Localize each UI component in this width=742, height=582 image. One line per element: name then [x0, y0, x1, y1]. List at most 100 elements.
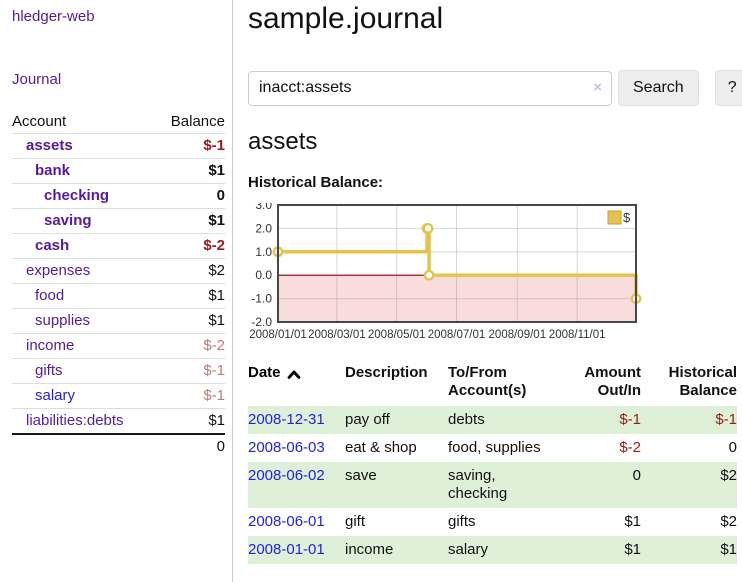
account-balance: $-1	[203, 362, 225, 379]
help-button[interactable]: ?	[714, 70, 742, 106]
svg-text:-1.0: -1.0	[251, 292, 272, 306]
account-row: food $1	[12, 283, 225, 309]
svg-text:1.0: 1.0	[255, 245, 272, 259]
transaction-date-link[interactable]: 2008-06-03	[248, 439, 325, 456]
account-balance: 0	[216, 187, 225, 204]
svg-text:0.0: 0.0	[255, 268, 272, 282]
account-link-expenses[interactable]: expenses	[26, 262, 91, 279]
account-link-cash[interactable]: cash	[35, 237, 70, 254]
svg-text:$: $	[623, 210, 631, 225]
transaction-description: income	[345, 541, 394, 558]
account-link-food[interactable]: food	[35, 287, 65, 304]
svg-text:2008/09/01: 2008/09/01	[489, 329, 547, 341]
accounts-header-account: Account	[12, 113, 67, 130]
account-balance: $1	[208, 287, 225, 304]
chevron-up-icon	[287, 370, 300, 379]
transaction-accounts: debts	[448, 411, 485, 428]
accounts-header-balance: Balance	[170, 113, 225, 130]
register-row: 2008-12-31 pay off debts $-1 $-1	[248, 406, 737, 434]
account-balance: $-1	[203, 137, 225, 154]
svg-text:3.0: 3.0	[255, 203, 272, 212]
account-row: income $-2	[12, 333, 225, 359]
register-row: 2008-06-01 gift gifts $1 $2	[248, 508, 737, 536]
account-balance: $1	[208, 212, 225, 229]
accounts-total: 0	[216, 438, 225, 455]
clear-search-icon[interactable]: ×	[593, 78, 602, 96]
transaction-amount: $1	[624, 541, 641, 558]
transaction-amount: $1	[624, 513, 641, 530]
svg-text:2008/05/01: 2008/05/01	[368, 329, 426, 341]
register-row: 2008-01-01 income salary $1 $1	[248, 536, 737, 564]
account-link-gifts[interactable]: gifts	[35, 362, 63, 379]
search-button[interactable]: Search	[618, 70, 699, 106]
chart-heading: Historical Balance:	[248, 174, 384, 191]
transaction-amount: 0	[632, 467, 641, 484]
transaction-balance: $2	[720, 513, 737, 530]
transaction-date-link[interactable]: 2008-01-01	[248, 541, 325, 558]
transaction-accounts: saving, checking	[448, 467, 508, 502]
search-bar: × Search ?	[248, 70, 742, 106]
transaction-balance: 0	[728, 439, 737, 456]
svg-text:2008/01/01: 2008/01/01	[249, 329, 307, 341]
sort-by-date[interactable]: Date	[248, 364, 301, 382]
register-header-balance: Historical Balance	[668, 364, 737, 399]
transaction-balance: $1	[720, 541, 737, 558]
account-balance: $1	[208, 162, 225, 179]
transaction-amount: $-2	[619, 439, 641, 456]
account-balance: $1	[208, 312, 225, 329]
account-row: bank $1	[12, 158, 225, 184]
transaction-date-link[interactable]: 2008-06-02	[248, 467, 325, 484]
transaction-date-link[interactable]: 2008-12-31	[248, 411, 325, 428]
register-header-date: Date	[248, 364, 345, 406]
account-link-saving[interactable]: saving	[44, 212, 92, 229]
transaction-balance: $-1	[715, 411, 737, 428]
account-link-checking[interactable]: checking	[44, 187, 110, 204]
svg-text:2008/03/01: 2008/03/01	[308, 329, 366, 341]
account-balance: $-2	[203, 237, 225, 254]
register-header-amount: Amount Out/In	[584, 364, 641, 399]
register-header-accounts: To/From Account(s)	[448, 364, 527, 399]
transaction-description: gift	[345, 513, 366, 530]
svg-text:2008/07/01: 2008/07/01	[428, 329, 486, 341]
account-link-assets[interactable]: assets	[26, 137, 73, 154]
account-row: cash $-2	[12, 233, 225, 259]
transaction-date-link[interactable]: 2008-06-01	[248, 513, 325, 530]
sidebar: hledger-web Journal Account Balance asse…	[0, 0, 233, 582]
main-content: sample.journal × Search ? assets Histori…	[233, 0, 742, 582]
search-input[interactable]	[248, 70, 612, 106]
account-row: gifts $-1	[12, 358, 225, 384]
account-balance: $2	[208, 262, 225, 279]
svg-text:-2.0: -2.0	[251, 315, 272, 329]
account-link-bank[interactable]: bank	[35, 162, 71, 179]
svg-text:2.0: 2.0	[255, 221, 272, 235]
register-table: Date Description To/From Account(s) Amou…	[248, 364, 737, 564]
account-link-salary[interactable]: salary	[35, 387, 76, 404]
transaction-balance: $2	[720, 467, 737, 484]
accounts-total-row: 0	[12, 434, 225, 459]
register-header-row: Date Description To/From Account(s) Amou…	[248, 364, 737, 406]
sidebar-item-journal[interactable]: Journal	[12, 71, 62, 88]
accounts-body: assets $-1 bank $1 checking 0 saving $1 cash $-2 e…	[12, 133, 225, 435]
register-body: 2008-12-31 pay off debts $-1 $-1 2008-06-03 ea…	[248, 406, 737, 564]
account-balance: $1	[208, 412, 225, 429]
account-balance: $-2	[203, 337, 225, 354]
account-link-income[interactable]: income	[26, 337, 75, 354]
account-row: liabilities:debts $1	[12, 408, 225, 435]
register-header-description: Description	[345, 364, 428, 381]
accounts-table: Account Balance assets $-1 bank $1 checking 0…	[12, 110, 225, 459]
account-row: checking 0	[12, 183, 225, 209]
brand-link[interactable]: hledger-web	[12, 8, 95, 25]
page-title: sample.journal	[248, 2, 444, 35]
account-heading: assets	[248, 128, 318, 155]
transaction-description: save	[345, 467, 377, 484]
account-row: assets $-1	[12, 133, 225, 159]
transaction-accounts: gifts	[448, 513, 476, 530]
account-link-supplies[interactable]: supplies	[35, 312, 91, 329]
account-row: saving $1	[12, 208, 225, 234]
register-row: 2008-06-03 eat & shop food, supplies $-2 0	[248, 434, 737, 462]
account-link-liabilities-debts[interactable]: liabilities:debts	[26, 412, 124, 429]
account-balance: $-1	[203, 387, 225, 404]
transaction-accounts: food, supplies	[448, 439, 541, 456]
